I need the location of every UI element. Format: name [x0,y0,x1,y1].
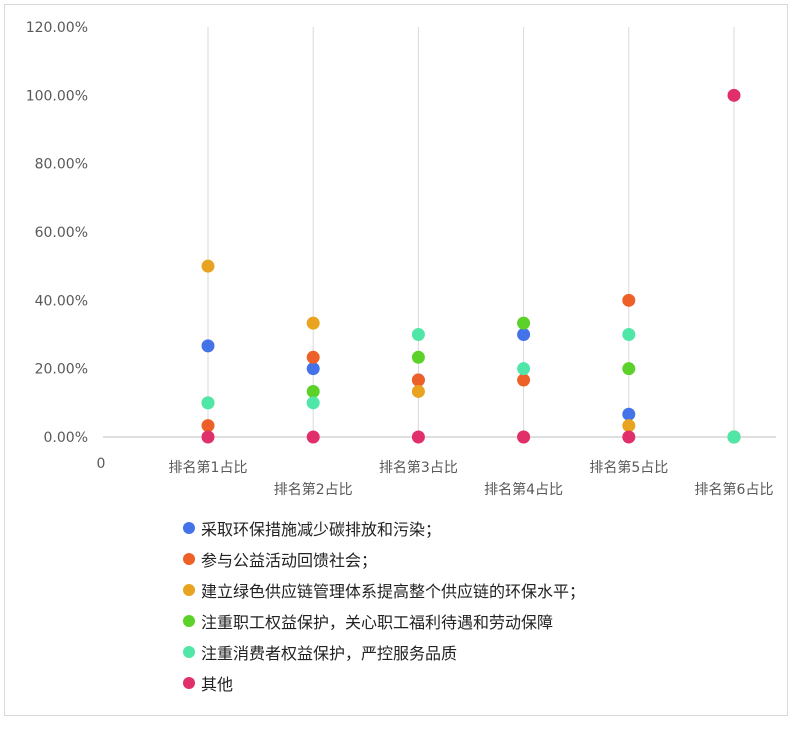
data-point [201,430,215,444]
data-point [727,430,741,444]
legend: 采取环保措施减少碳排放和污染； 参与公益活动回馈社会； 建立绿色供应链管理体系提高整… [183,512,585,698]
legend-item: 其他 [183,667,585,698]
data-point [622,430,636,444]
x-tick-label: 排名第6占比 [695,481,774,498]
legend-marker-icon [183,521,195,534]
y-tick-label: 40.00% [35,293,88,309]
legend-label: 建立绿色供应链管理体系提高整个供应链的环保水平； [201,581,586,601]
legend-label: 采取环保措施减少碳排放和污染； [201,519,442,539]
data-point [622,419,636,433]
y-tick-label: 100.00% [26,88,88,104]
x-tick-label: 排名第2占比 [274,481,353,498]
data-point [306,396,320,410]
y-tick-label: 20.00% [35,362,88,378]
legend-label: 注重职工权益保护，关心职工福利待遇和劳动保障 [201,612,554,632]
y-tick-label: 0.00% [44,430,88,446]
data-point [622,293,636,307]
legend-marker-icon [183,552,195,565]
x-tick-label: 排名第1占比 [169,459,248,476]
data-point [306,362,320,376]
data-point [517,362,531,376]
data-point [727,88,741,102]
x-tick-label: 排名第3占比 [379,459,458,476]
x-tick-label: 排名第5占比 [589,459,668,476]
legend-marker-icon [183,676,195,689]
legend-marker-icon [183,645,195,658]
legend-item: 注重职工权益保护，关心职工福利待遇和劳动保障 [183,605,585,636]
data-point [201,396,215,410]
data-point [201,339,215,353]
y-tick-label: 60.00% [35,225,88,241]
legend-label: 其他 [201,674,234,694]
data-point [201,259,215,273]
data-point [517,328,531,341]
legend-item: 参与公益活动回馈社会； [183,543,585,574]
data-point [411,373,425,387]
data-point [411,430,425,444]
data-point [517,373,531,387]
data-point [622,362,636,376]
x-tick-label: 排名第4占比 [484,481,563,498]
data-point [517,316,531,330]
data-point [306,350,320,364]
y-tick-label: 80.00% [35,157,88,173]
x-origin-label: 0 [97,456,106,472]
data-point [201,419,215,433]
data-point [411,328,425,341]
y-tick-label: 120.00% [26,20,88,36]
legend-label: 注重消费者权益保护，严控服务品质 [201,643,458,663]
legend-item: 建立绿色供应链管理体系提高整个供应链的环保水平； [183,574,585,605]
legend-marker-icon [183,614,195,627]
chart-frame [4,4,788,716]
data-point [622,328,636,341]
data-point [411,384,425,398]
data-point [517,430,531,444]
data-point [411,350,425,364]
data-point [306,316,320,330]
legend-label: 参与公益活动回馈社会； [201,550,378,570]
data-point [306,430,320,444]
legend-marker-icon [183,583,195,596]
data-point [306,384,320,398]
data-point [622,407,636,421]
legend-item: 采取环保措施减少碳排放和污染； [183,512,585,543]
legend-item: 注重消费者权益保护，严控服务品质 [183,636,585,667]
